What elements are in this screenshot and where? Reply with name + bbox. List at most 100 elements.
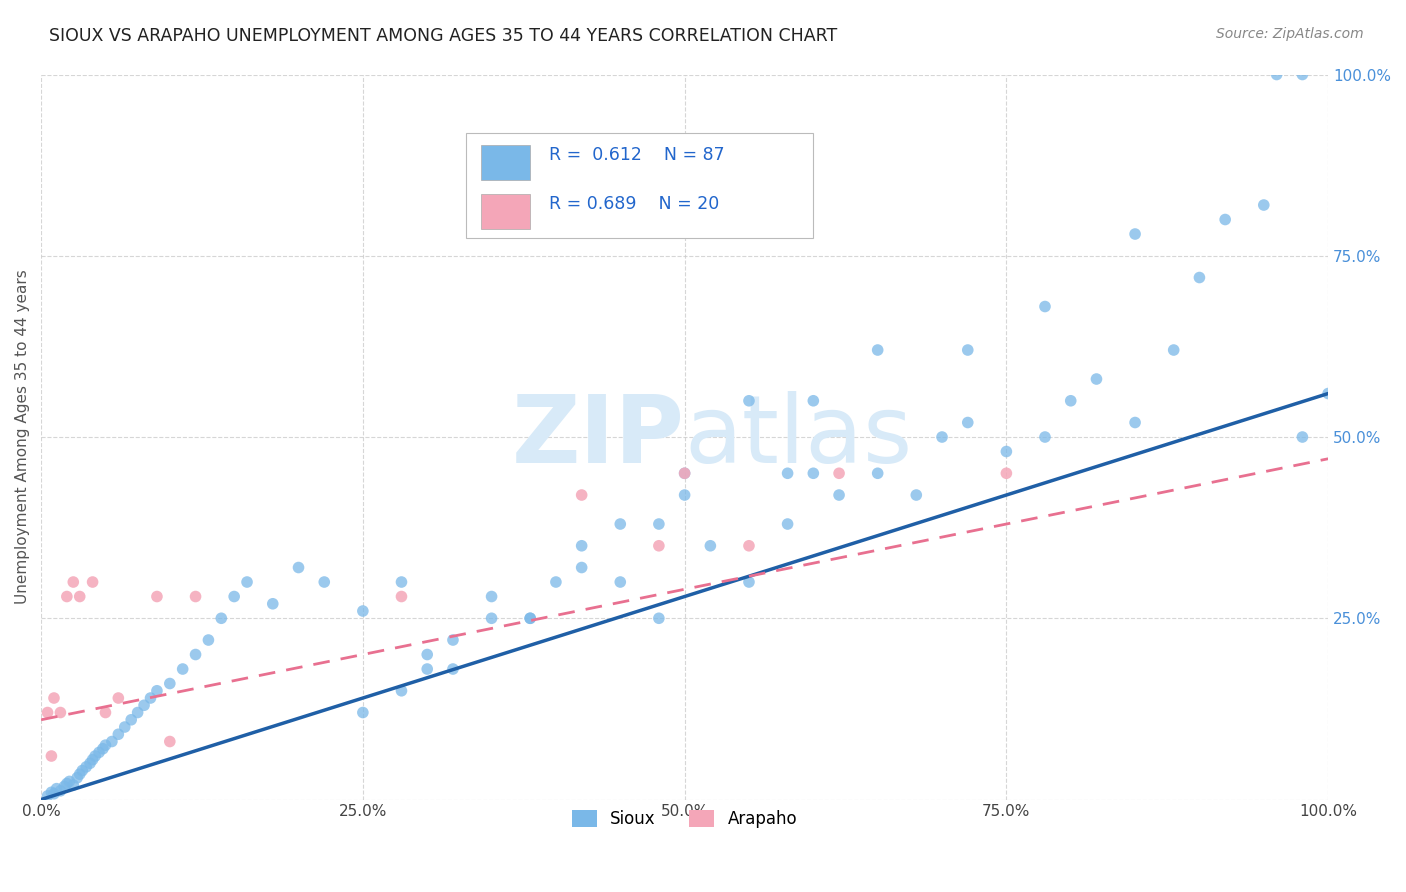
Point (172, 662, 194, 676)
Point (738, 539, 761, 553)
Point (114, 720, 136, 734)
Point (314, 574, 336, 589)
Point (648, 539, 671, 553)
Point (82, 753, 104, 767)
FancyBboxPatch shape (465, 133, 813, 237)
Point (519, 611, 541, 625)
Point (56, 590, 79, 604)
Point (1033, 300, 1056, 314)
Point (648, 611, 671, 625)
Point (481, 590, 503, 604)
Point (609, 574, 631, 589)
Point (995, 467, 1018, 481)
Point (37, 706, 59, 720)
Point (352, 706, 374, 720)
Point (801, 393, 824, 408)
Point (391, 683, 413, 698)
Point (391, 590, 413, 604)
Point (571, 539, 593, 553)
Text: ZIP: ZIP (512, 391, 685, 483)
Point (571, 560, 593, 574)
Point (146, 590, 169, 604)
Point (53, 780, 76, 794)
Text: Source: ZipAtlas.com: Source: ZipAtlas.com (1216, 27, 1364, 41)
Point (91, 741, 114, 756)
Point (41, 749, 63, 764)
Point (69, 590, 91, 604)
Point (41, 785, 63, 799)
Point (209, 611, 232, 625)
Point (287, 560, 309, 574)
Point (72, 764, 94, 778)
Point (956, 416, 979, 430)
Point (94, 706, 117, 720)
Point (107, 691, 129, 706)
Point (571, 488, 593, 502)
Point (127, 706, 149, 720)
Point (107, 727, 129, 741)
Point (184, 648, 207, 662)
Point (224, 590, 246, 604)
Point (956, 343, 979, 357)
Point (49, 784, 72, 798)
Point (801, 467, 824, 481)
Point (441, 633, 464, 648)
Point (62, 574, 84, 589)
Point (828, 488, 851, 502)
Point (673, 467, 696, 481)
Point (146, 683, 169, 698)
Y-axis label: Unemployment Among Ages 35 to 44 years: Unemployment Among Ages 35 to 44 years (15, 269, 30, 605)
Text: R = 0.689    N = 20: R = 0.689 N = 20 (550, 195, 720, 213)
Point (1213, 212, 1236, 227)
Point (866, 343, 889, 357)
Point (1188, 270, 1211, 285)
Point (995, 444, 1018, 458)
Point (62, 778, 84, 792)
Point (931, 430, 953, 444)
Point (1291, 68, 1313, 82)
Point (79, 756, 101, 771)
Point (519, 611, 541, 625)
Point (1033, 430, 1056, 444)
Point (828, 467, 851, 481)
Point (1317, 386, 1340, 401)
Point (56, 776, 79, 790)
Point (441, 662, 464, 676)
Point (609, 516, 631, 531)
Text: SIOUX VS ARAPAHO UNEMPLOYMENT AMONG AGES 35 TO 44 YEARS CORRELATION CHART: SIOUX VS ARAPAHO UNEMPLOYMENT AMONG AGES… (49, 27, 838, 45)
Point (905, 488, 928, 502)
Text: atlas: atlas (685, 391, 912, 483)
Point (101, 734, 124, 748)
Point (42, 691, 65, 706)
Bar (481, 194, 530, 229)
Point (66, 771, 89, 785)
Point (69, 767, 91, 781)
Point (1060, 393, 1083, 408)
Point (1291, 430, 1313, 444)
Point (84, 749, 107, 764)
Point (544, 574, 567, 589)
Point (132, 698, 155, 713)
Point (262, 597, 284, 611)
Point (648, 516, 671, 531)
Point (184, 590, 207, 604)
Point (1123, 416, 1146, 430)
Point (699, 539, 721, 553)
Bar (481, 145, 530, 180)
Point (42, 787, 65, 801)
Point (120, 713, 142, 727)
Point (481, 611, 503, 625)
Point (416, 662, 439, 676)
Point (1163, 343, 1185, 357)
Point (738, 574, 761, 589)
Point (197, 633, 219, 648)
Point (1085, 372, 1108, 386)
Point (866, 467, 889, 481)
Point (352, 604, 374, 618)
Point (58, 774, 80, 789)
Point (94, 738, 117, 752)
Point (1123, 227, 1146, 241)
Point (776, 516, 799, 531)
Point (37, 789, 59, 803)
Point (673, 467, 696, 481)
